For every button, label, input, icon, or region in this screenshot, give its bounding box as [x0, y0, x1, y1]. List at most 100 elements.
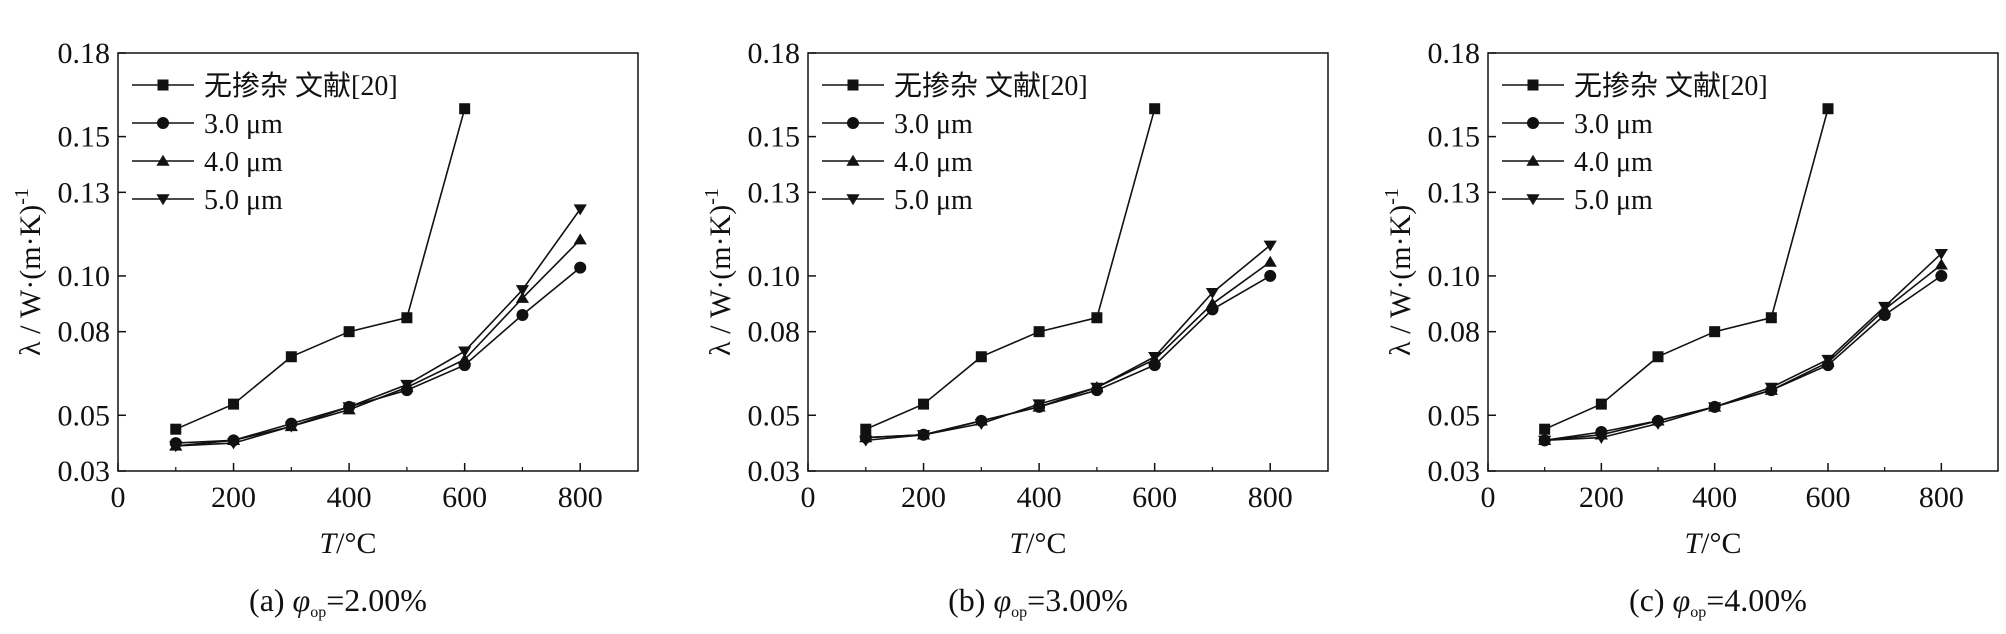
y-tick-label: 0.13	[1428, 176, 1481, 209]
legend-label: 5.0 μm	[204, 185, 283, 216]
caption-symbol: φ	[1673, 582, 1691, 618]
y-tick-label: 0.08	[1428, 316, 1481, 349]
square-marker	[1539, 423, 1551, 435]
x-axis-var: T	[319, 527, 338, 560]
x-tick-label: 600	[442, 481, 487, 514]
circle-marker	[1935, 269, 1948, 282]
triangle-up-marker	[515, 291, 530, 303]
square-marker	[975, 351, 987, 363]
x-axis-label: T/°C	[1684, 527, 1741, 560]
y-axis-label: λ / W·(m·K)-1	[1381, 188, 1417, 356]
y-tick-label: 0.03	[1428, 455, 1481, 488]
circle-marker	[847, 117, 859, 129]
x-tick-label: 600	[1132, 481, 1177, 514]
triangle-up-marker	[1526, 154, 1540, 166]
triangle-down-marker	[916, 430, 931, 442]
triangle-down-marker	[1263, 240, 1277, 252]
triangle-down-marker	[1090, 382, 1104, 394]
series-line-2	[1544, 264, 1942, 442]
plot-frame	[807, 52, 1329, 472]
square-marker	[1822, 103, 1834, 115]
triangle-down-marker	[1821, 354, 1835, 366]
y-tick-label: 0.03	[748, 455, 801, 488]
series-line-0	[1544, 108, 1829, 430]
x-tick-label: 800	[558, 481, 603, 514]
x-axis-unit: /°C	[1701, 527, 1741, 560]
caption-prefix: (c)	[1629, 582, 1673, 618]
x-tick-label: 200	[211, 481, 256, 514]
caption-value: =4.00%	[1706, 582, 1807, 618]
x-tick-label: 800	[1248, 481, 1293, 514]
y-tick-label: 0.05	[748, 399, 801, 432]
triangle-down-marker	[458, 346, 472, 358]
caption-subscript: op	[310, 604, 326, 621]
panel-caption: (a) φop=2.00%	[249, 582, 427, 621]
triangle-up-marker	[458, 353, 472, 365]
series-line-0	[175, 108, 466, 430]
y-tick-label: 0.13	[58, 176, 111, 209]
square-marker	[157, 79, 169, 91]
square-marker	[1709, 326, 1721, 338]
square-marker	[918, 398, 930, 410]
square-marker	[1652, 351, 1664, 363]
y-tick-label: 0.15	[1428, 121, 1481, 154]
series-line-1	[1544, 275, 1942, 442]
x-axis-unit: /°C	[336, 527, 376, 560]
square-marker	[860, 423, 872, 435]
caption-subscript: op	[1690, 604, 1706, 621]
triangle-down-marker	[1205, 287, 1220, 299]
triangle-down-marker	[226, 438, 241, 450]
legend-label: 5.0 μm	[894, 185, 973, 216]
y-tick-label: 0.15	[748, 121, 801, 154]
x-axis-label: T/°C	[319, 527, 376, 560]
chart-panel-a: 0 200 400 600 800 0.03 0.05 0.08 0.10 0.13 0.15 0.1…	[11, 37, 639, 621]
triangle-down-marker	[342, 402, 356, 414]
x-tick-label: 400	[1692, 481, 1737, 514]
x-axis-label: T/°C	[1009, 527, 1066, 560]
triangle-up-marker	[1205, 297, 1220, 309]
square-marker	[285, 351, 297, 363]
square-marker	[1595, 398, 1607, 410]
x-axis-var: T	[1684, 527, 1703, 560]
plot-frame	[117, 52, 639, 472]
legend-label: 3.0 μm	[1574, 109, 1653, 140]
square-marker	[847, 79, 859, 91]
caption-value: =2.00%	[326, 582, 427, 618]
triangle-down-marker	[859, 435, 873, 447]
x-tick-label: 400	[1017, 481, 1062, 514]
triangle-down-marker	[573, 204, 587, 216]
x-tick-label: 0	[1481, 481, 1496, 514]
triangle-down-marker	[1878, 301, 1892, 313]
y-tick-label: 0.13	[748, 176, 801, 209]
triangle-down-marker	[156, 194, 170, 206]
legend-label: 3.0 μm	[894, 109, 973, 140]
x-tick-label: 800	[1919, 481, 1964, 514]
legend-label: 4.0 μm	[894, 147, 973, 178]
legend-label: 5.0 μm	[1574, 185, 1653, 216]
y-tick-label: 0.18	[58, 37, 111, 70]
legend-label: 无掺杂 文献[20]	[894, 70, 1088, 102]
legend-label: 无掺杂 文献[20]	[1574, 70, 1768, 102]
series-line-3	[175, 208, 581, 447]
triangle-down-marker	[1708, 402, 1722, 414]
y-tick-label: 0.10	[1428, 260, 1481, 293]
legend-label: 4.0 μm	[1574, 147, 1653, 178]
y-axis-label-exponent: -1	[1381, 188, 1403, 205]
circle-marker	[516, 308, 529, 321]
triangle-down-marker	[1934, 248, 1948, 260]
y-axis-label-text: λ / W·(m·K)	[14, 205, 47, 356]
triangle-down-marker	[169, 441, 183, 453]
triangle-down-marker	[1538, 435, 1552, 447]
square-marker	[1033, 326, 1045, 338]
y-axis-label: λ / W·(m·K)-1	[11, 188, 47, 356]
legend-label: 3.0 μm	[204, 109, 283, 140]
y-tick-label: 0.18	[748, 37, 801, 70]
y-tick-label: 0.18	[1428, 37, 1481, 70]
y-axis-label: λ / W·(m·K)-1	[701, 188, 737, 356]
y-axis-label-text: λ / W·(m·K)	[704, 205, 737, 356]
caption-symbol: φ	[293, 582, 311, 618]
square-marker	[343, 326, 355, 338]
legend-label: 无掺杂 文献[20]	[204, 70, 398, 102]
x-tick-label: 600	[1806, 481, 1851, 514]
panel-caption: (b) φop=3.00%	[948, 582, 1128, 621]
